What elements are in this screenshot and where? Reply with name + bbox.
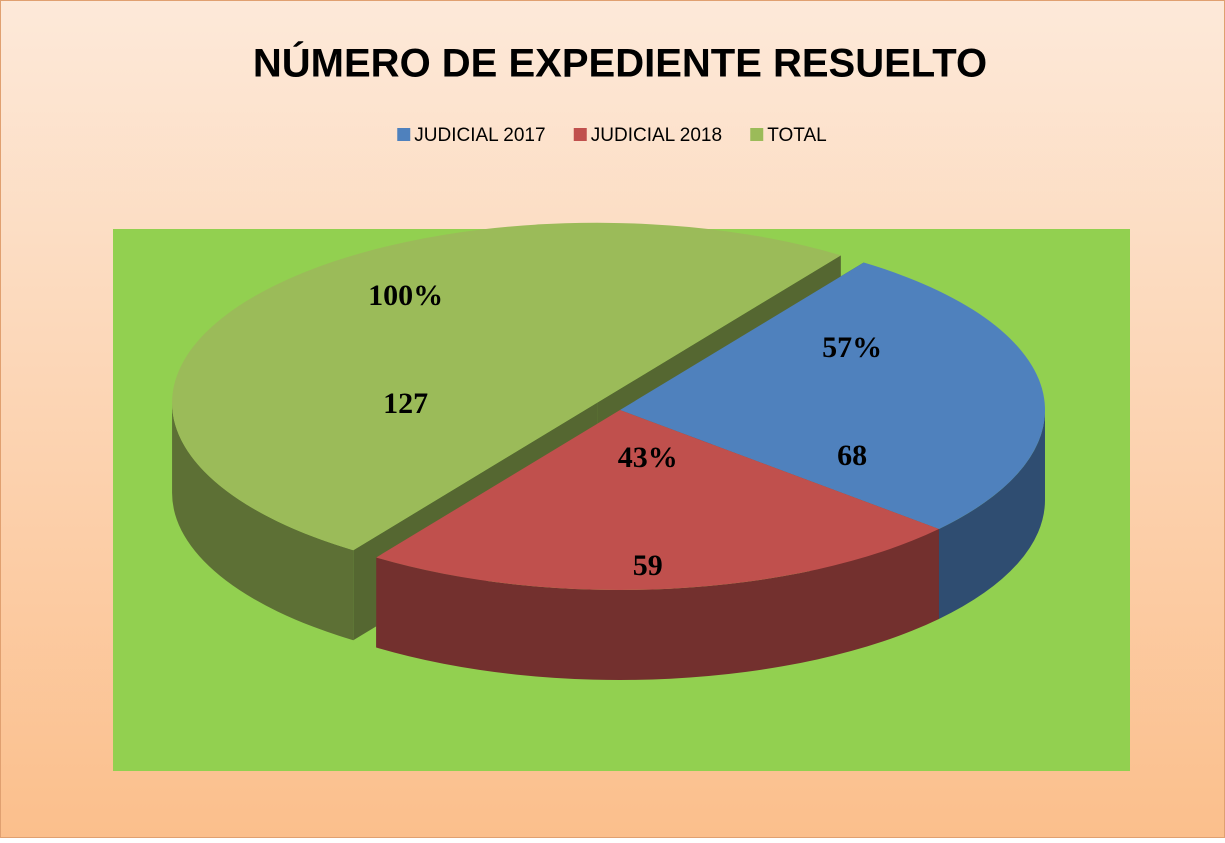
slice-side xyxy=(376,528,939,681)
legend-swatch xyxy=(397,128,411,141)
slice xyxy=(172,222,841,551)
percent-label: 57% xyxy=(822,331,882,364)
legend-label: JUDICIAL 2017 xyxy=(414,125,545,146)
value-label: 127 xyxy=(383,387,428,420)
legend-label: JUDICIAL 2018 xyxy=(591,125,722,146)
chart-title: NÚMERO DE EXPEDIENTE RESUELTO xyxy=(253,40,987,86)
legend-swatch xyxy=(573,128,587,141)
percent-label: 100% xyxy=(368,279,443,312)
value-label: 68 xyxy=(837,439,867,472)
pie: 57% 68 43% 59 100% 127 xyxy=(172,222,1045,681)
legend-label: TOTAL xyxy=(767,125,826,146)
legend: JUDICIAL 2017 JUDICIAL 2018 TOTAL xyxy=(397,125,827,146)
percent-label: 43% xyxy=(618,441,678,474)
slice xyxy=(620,262,1045,529)
legend-swatch xyxy=(750,128,764,141)
slice-side xyxy=(172,402,354,641)
slice xyxy=(376,410,939,591)
slice-side xyxy=(938,410,1045,619)
value-label: 59 xyxy=(633,549,663,582)
